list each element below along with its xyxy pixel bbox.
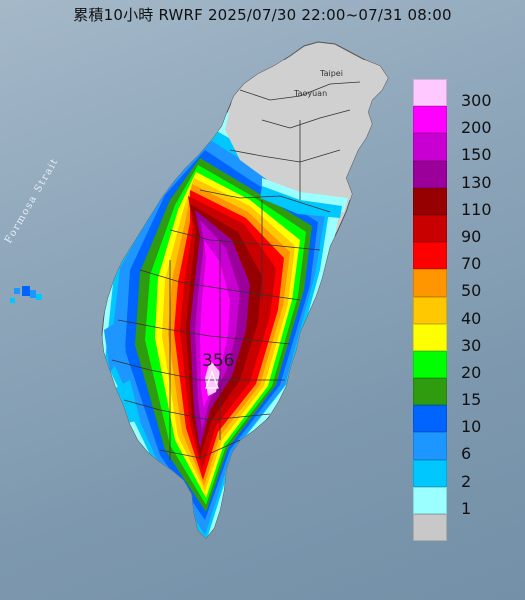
- legend-swatch: [413, 459, 447, 487]
- legend-row: 10: [413, 405, 513, 436]
- legend-swatch: [413, 486, 447, 514]
- legend-label: 30: [461, 335, 482, 355]
- legend-label: 1: [461, 498, 472, 518]
- legend-row: 110: [413, 187, 513, 219]
- taipei-label: Taipei: [319, 69, 343, 78]
- legend-label: 15: [461, 390, 482, 410]
- legend-swatch: [413, 296, 447, 324]
- legend-label: 110: [461, 199, 492, 219]
- legend-swatch: [413, 106, 447, 134]
- legend-swatch: [413, 514, 447, 542]
- legend-swatch: [413, 350, 447, 379]
- formosa-strait-label: Formosa Strait: [3, 156, 61, 245]
- legend-swatch: [413, 242, 447, 270]
- legend-label: 50: [461, 281, 482, 301]
- map-title: 累積10小時 RWRF 2025/07/30 22:00~07/31 08:00: [73, 6, 452, 24]
- legend-row: 90: [413, 214, 513, 246]
- legend-swatch: [413, 432, 447, 460]
- legend-swatch: [413, 269, 447, 297]
- legend-label: 2: [461, 471, 472, 491]
- legend-row: 40: [413, 296, 513, 328]
- legend-swatch: [413, 323, 447, 351]
- legend-label: 150: [461, 145, 492, 165]
- color-legend: 300 200 150 130 110 90 70 50 40 30 20 15 10 6 2 1: [413, 79, 513, 542]
- legend-row: 15: [413, 378, 513, 409]
- legend-row: 150: [413, 133, 513, 164]
- legend-row: 200: [413, 106, 513, 137]
- legend-swatch: [413, 214, 447, 243]
- legend-row: 70: [413, 242, 513, 273]
- legend-row: 1: [413, 486, 513, 518]
- legend-swatch: [413, 405, 447, 433]
- legend-label: 40: [461, 308, 482, 328]
- legend-row: 130: [413, 160, 513, 192]
- legend-row: 30: [413, 323, 513, 355]
- legend-swatch: [413, 187, 447, 215]
- legend-label: 10: [461, 417, 482, 437]
- taoyuan-label: Taoyuan: [293, 89, 327, 98]
- legend-swatch: [413, 378, 447, 406]
- penghu-islands: [10, 286, 42, 303]
- legend-label: 20: [461, 362, 482, 382]
- legend-row: 2: [413, 459, 513, 491]
- county-boundaries: [111, 81, 361, 460]
- legend-label: 6: [461, 444, 472, 464]
- legend-row: 6: [413, 432, 513, 463]
- legend-label: 300: [461, 91, 492, 110]
- legend-row: 50: [413, 269, 513, 300]
- legend-row: [413, 514, 513, 542]
- legend-swatch: [413, 160, 447, 188]
- max-rainfall-marker-icon: [205, 370, 219, 389]
- legend-label: 90: [461, 226, 482, 246]
- legend-label: 130: [461, 172, 492, 192]
- legend-label: 70: [461, 254, 482, 274]
- max-rainfall-value: 356: [202, 351, 234, 371]
- legend-label: 200: [461, 118, 492, 138]
- legend-swatch: [413, 133, 447, 161]
- legend-row: 20: [413, 350, 513, 382]
- legend-row: 300: [413, 79, 513, 110]
- legend-swatch: [413, 79, 447, 107]
- rainfall-overlay: [102, 60, 388, 538]
